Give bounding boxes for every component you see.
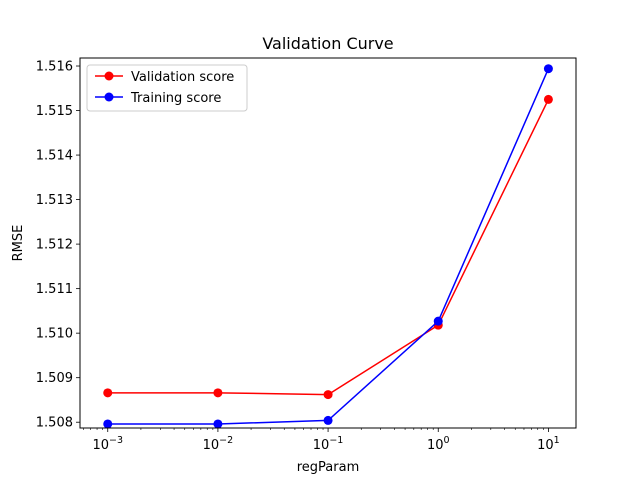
x-tick-label: 10−1 xyxy=(313,435,344,453)
legend: Validation score Training score xyxy=(86,64,248,112)
data-point-training-score-4 xyxy=(543,64,553,74)
x-tick-base: 10 xyxy=(92,438,109,453)
x-tick-exponent: 1 xyxy=(554,435,560,446)
x-axis-label: regParam xyxy=(297,460,360,475)
y-tick-label: 1.510 xyxy=(36,327,73,342)
x-tick-exponent: 0 xyxy=(443,435,449,446)
y-tick-label: 1.511 xyxy=(36,282,73,297)
x-tick-exponent: −3 xyxy=(109,435,123,446)
data-point-training-score-3 xyxy=(433,316,443,326)
legend-marker-validation xyxy=(104,71,114,81)
legend-box xyxy=(86,64,248,112)
y-tick-label: 1.515 xyxy=(36,104,73,119)
x-tick-label: 10−3 xyxy=(92,435,123,453)
legend-marker-training xyxy=(104,92,114,102)
x-tick-exponent: −1 xyxy=(329,435,343,446)
y-axis-ticks: 1.508 1.509 1.510 1.511 1.512 1.513 1.514 1.515… xyxy=(36,60,80,431)
y-axis-label: RMSE xyxy=(11,225,26,262)
x-tick-label: 10−2 xyxy=(203,435,234,453)
data-point-training-score-1 xyxy=(213,419,223,429)
data-point-validation-score-1 xyxy=(213,388,223,398)
x-tick-base: 10 xyxy=(203,438,220,453)
y-tick-label: 1.514 xyxy=(36,149,73,164)
data-point-validation-score-0 xyxy=(103,388,113,398)
y-tick-label: 1.512 xyxy=(36,238,73,253)
legend-label-training: Training score xyxy=(130,91,221,106)
legend-label-validation: Validation score xyxy=(131,70,234,85)
x-tick-label: 100 xyxy=(427,435,450,453)
data-point-training-score-0 xyxy=(103,419,113,429)
legend-entry-validation: Validation score xyxy=(95,70,234,85)
x-axis-ticks: 10−3 10−2 10−1 100 101 xyxy=(83,428,560,453)
data-point-validation-score-2 xyxy=(323,390,333,400)
x-tick-exponent: −2 xyxy=(219,435,233,446)
x-tick-base: 10 xyxy=(313,438,330,453)
plot-area-frame xyxy=(79,57,577,429)
data-point-training-score-2 xyxy=(323,415,333,425)
y-tick-label: 1.516 xyxy=(36,60,73,75)
data-point-validation-score-4 xyxy=(543,94,553,104)
series-layer xyxy=(103,64,553,429)
y-tick-label: 1.513 xyxy=(36,193,73,208)
legend-entry-training: Training score xyxy=(95,91,221,106)
y-tick-label: 1.508 xyxy=(36,416,73,431)
x-tick-base: 10 xyxy=(537,438,554,453)
x-tick-base: 10 xyxy=(427,438,444,453)
y-tick-label: 1.509 xyxy=(36,371,73,386)
x-tick-label: 101 xyxy=(537,435,560,453)
chart-title: Validation Curve xyxy=(262,34,393,53)
